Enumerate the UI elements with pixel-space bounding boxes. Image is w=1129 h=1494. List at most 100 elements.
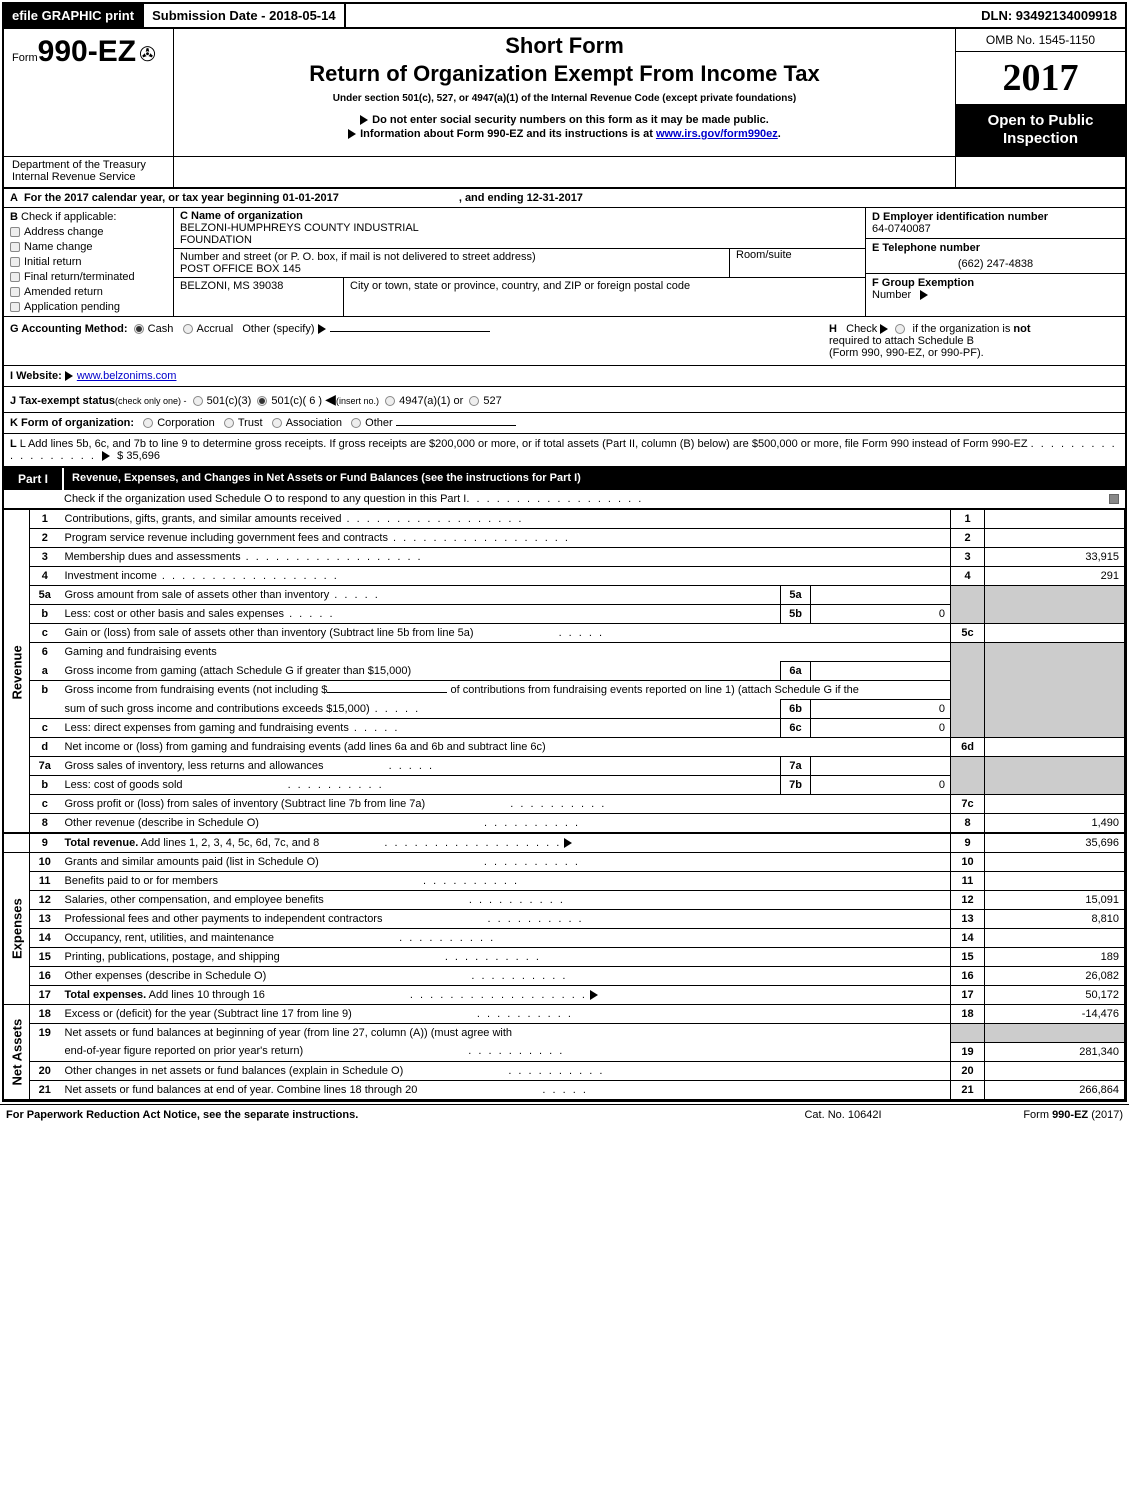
line-val: 1,490 <box>985 814 1125 834</box>
dots <box>503 1065 604 1077</box>
footer-right: Form 990-EZ (2017) <box>943 1109 1123 1121</box>
table-row: 14 Occupancy, rent, utilities, and maint… <box>4 929 1125 948</box>
dots <box>464 894 565 906</box>
dots <box>537 1084 588 1096</box>
radio-assoc[interactable] <box>272 418 282 428</box>
sub-lineno: 6c <box>781 719 811 738</box>
dots <box>505 798 606 810</box>
line-num: 17 <box>951 986 985 1005</box>
line-num: 7c <box>951 795 985 814</box>
form-prefix: Form <box>12 52 38 64</box>
line-num: 12 <box>951 891 985 910</box>
k-label: K Form of organization: <box>10 417 134 429</box>
table-row: 12 Salaries, other compensation, and emp… <box>4 891 1125 910</box>
k-o2: Trust <box>238 417 263 429</box>
checkbox-initial-return[interactable] <box>10 257 20 267</box>
radio-h[interactable] <box>895 324 905 334</box>
lineno: 2 <box>30 529 60 548</box>
grey-cell <box>951 757 985 776</box>
lineno: 16 <box>30 967 60 986</box>
desc-text: Program service revenue including govern… <box>65 532 388 544</box>
other-specify-input[interactable] <box>330 331 490 332</box>
j-o2: 501(c)( 6 ) <box>271 395 322 407</box>
blank-input[interactable] <box>327 692 447 693</box>
i-label: I Website: <box>10 370 62 382</box>
radio-4947[interactable] <box>385 396 395 406</box>
radio-other[interactable] <box>351 418 361 428</box>
table-row: Revenue 1 Contributions, gifts, grants, … <box>4 510 1125 529</box>
radio-corp[interactable] <box>143 418 153 428</box>
cb-label: Final return/terminated <box>24 271 135 283</box>
desc-text: Grants and similar amounts paid (list in… <box>65 856 319 868</box>
radio-501c[interactable] <box>257 396 267 406</box>
line-num: 14 <box>951 929 985 948</box>
form-number: 990-EZ <box>38 35 136 68</box>
tax-year: 2017 <box>956 52 1125 104</box>
irs-link[interactable]: www.irs.gov/form990ez <box>656 128 778 140</box>
checkbox-final-return[interactable] <box>10 272 20 282</box>
radio-527[interactable] <box>469 396 479 406</box>
org-name-row: C Name of organization BELZONI-HUMPHREYS… <box>174 208 865 249</box>
cb-label: Application pending <box>24 301 120 313</box>
dots <box>384 760 435 772</box>
radio-accrual[interactable] <box>183 324 193 334</box>
footer-form: 990-EZ <box>1052 1109 1088 1121</box>
website-link[interactable]: www.belzonims.com <box>77 370 177 382</box>
radio-501c3[interactable] <box>193 396 203 406</box>
line-desc: Gross sales of inventory, less returns a… <box>60 757 781 776</box>
sub-lineno: 7b <box>781 776 811 795</box>
checkbox-amended-return[interactable] <box>10 287 20 297</box>
grey-cell <box>985 719 1125 738</box>
submission-date: Submission Date - 2018-05-14 <box>142 4 346 27</box>
line-num: 21 <box>951 1080 985 1099</box>
h-text1: Check <box>846 323 877 335</box>
spacer <box>346 4 974 27</box>
lineno: 21 <box>30 1080 60 1099</box>
lineno: b <box>30 681 60 700</box>
checkbox-address-change[interactable] <box>10 227 20 237</box>
line-val <box>985 872 1125 891</box>
desc-text: Printing, publications, postage, and shi… <box>65 951 280 963</box>
info-line: Information about Form 990-EZ and its in… <box>184 128 945 140</box>
radio-cash[interactable] <box>134 324 144 334</box>
sec-b-prefix: B <box>10 211 18 223</box>
lineno: 12 <box>30 891 60 910</box>
desc-text: Excess or (deficit) for the year (Subtra… <box>65 1008 352 1020</box>
j-o1: 501(c)(3) <box>207 395 252 407</box>
grey-cell <box>951 662 985 681</box>
table-row: 4 Investment income 4 291 <box>4 567 1125 586</box>
efile-print-button[interactable]: efile GRAPHIC print <box>4 4 142 27</box>
dots <box>554 627 605 639</box>
checkbox-schedule-o[interactable] <box>1109 494 1119 504</box>
desc-text: Benefits paid to or for members <box>65 875 218 887</box>
k-other-input[interactable] <box>396 425 516 426</box>
line-val <box>985 624 1125 643</box>
lineno: c <box>30 719 60 738</box>
j-o2b: (insert no.) <box>336 396 379 406</box>
sub-val <box>811 586 951 605</box>
arrow-icon <box>348 129 356 139</box>
table-row: b Gross income from fundraising events (… <box>4 681 1125 700</box>
dots <box>482 913 583 925</box>
line-val: -14,476 <box>985 1005 1125 1024</box>
arrow-icon <box>920 290 928 300</box>
table-row: 3 Membership dues and assessments 3 33,9… <box>4 548 1125 567</box>
line-val <box>985 1061 1125 1080</box>
part1-title: Revenue, Expenses, and Changes in Net As… <box>64 468 589 490</box>
checkbox-name-change[interactable] <box>10 242 20 252</box>
grey-cell <box>985 643 1125 662</box>
radio-trust[interactable] <box>224 418 234 428</box>
line-desc: Salaries, other compensation, and employ… <box>60 891 951 910</box>
irs-label: Internal Revenue Service <box>12 171 165 183</box>
table-row: 17 Total expenses. Add lines 10 through … <box>4 986 1125 1005</box>
phone-row: E Telephone number (662) 247-4838 <box>866 239 1125 274</box>
line-val: 266,864 <box>985 1080 1125 1099</box>
desc-text: Other expenses (describe in Schedule O) <box>65 970 267 982</box>
cb-label: Amended return <box>24 286 103 298</box>
k-o3: Association <box>286 417 342 429</box>
return-title: Return of Organization Exempt From Incom… <box>184 61 945 87</box>
part1-header: Part I Revenue, Expenses, and Changes in… <box>4 468 1125 490</box>
checkbox-application-pending[interactable] <box>10 302 20 312</box>
arrow-icon <box>318 324 326 334</box>
line-val <box>985 510 1125 529</box>
